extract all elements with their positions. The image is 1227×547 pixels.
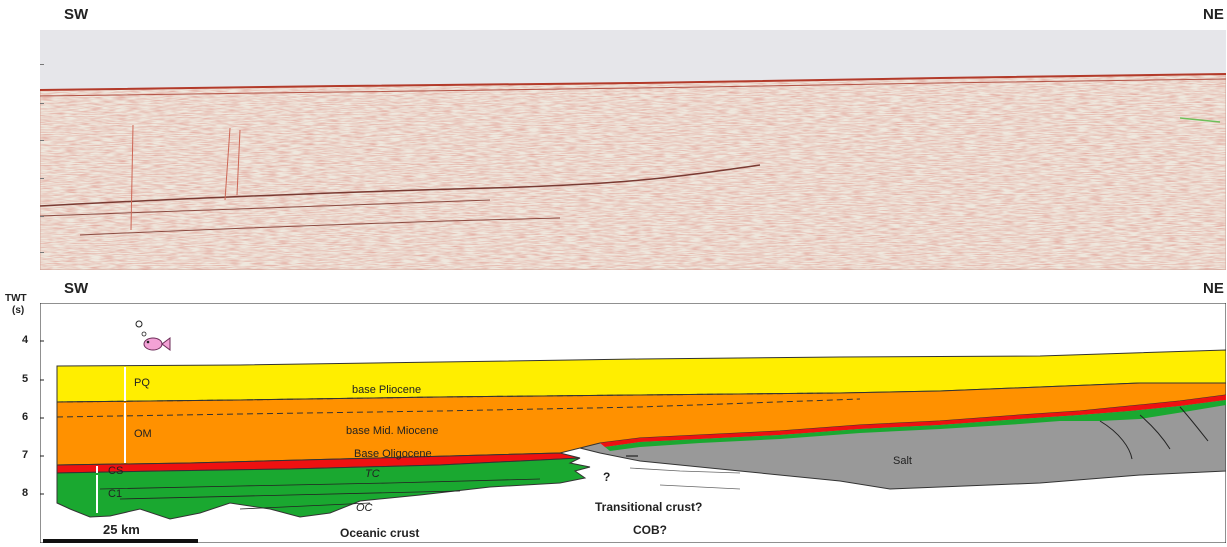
seismic-fault-2: [224, 127, 231, 201]
transitional-green-thin: [605, 400, 1226, 451]
base-pliocene-line: [56, 392, 841, 403]
y-tick-8: 8: [22, 487, 29, 499]
y-tick-7: 7: [22, 449, 29, 461]
y-axis-ticks: [40, 340, 44, 495]
seismic-fault-3: [236, 129, 241, 196]
seismic-reflector-b: [40, 164, 761, 207]
transitional-line-1: [629, 467, 741, 474]
salt-fault-3: [1179, 406, 1209, 442]
cs-label: CS: [108, 465, 124, 477]
om-label: OM: [134, 428, 152, 440]
y-tick-4: 4: [22, 334, 29, 346]
base-oligocene-label: Base Oligocene: [354, 448, 432, 460]
bottom-ne-label: NE: [1203, 280, 1224, 297]
bottom-sw-label: SW: [64, 280, 89, 297]
seismic-texture: [40, 74, 1226, 270]
top-sw-label: SW: [64, 6, 89, 23]
transitional-line-2: [659, 484, 741, 490]
y-tick-6: 6: [22, 411, 29, 423]
oceanic-crust-layer: [56, 457, 591, 520]
base-mid-miocene-line: [56, 398, 861, 418]
crust-line-1: [99, 478, 541, 490]
salt-fault-2: [1139, 414, 1171, 450]
base-mid-miocene-label: base Mid. Miocene: [346, 425, 439, 437]
pq-label: PQ: [134, 377, 150, 389]
seismic-section: [40, 30, 1226, 270]
scale-bar: [43, 539, 198, 543]
c1-label: C1: [108, 488, 123, 500]
water-column: [40, 30, 1226, 90]
seafloor-reflector: [40, 73, 1226, 91]
seismic-reflector-green: [1179, 117, 1221, 123]
seismic-fault-1: [130, 124, 134, 231]
transitional-crust-label: Transitional crust?: [595, 500, 703, 514]
fish-icon: [143, 337, 171, 351]
cob-label: COB?: [633, 523, 667, 537]
seismic-axis-ticks: [40, 64, 44, 253]
seismic-reflector-d: [79, 217, 561, 236]
scale-bar-label: 25 km: [103, 522, 140, 537]
salt-label: Salt: [893, 455, 912, 467]
crust-line-2: [119, 490, 461, 500]
syn-rift-red-thin: [600, 395, 1226, 447]
thickness-arrows: [96, 367, 126, 513]
tc-label: TC: [365, 468, 380, 480]
top-ne-label: NE: [1203, 6, 1224, 23]
y-tick-5: 5: [22, 373, 29, 385]
oc-label: OC: [356, 502, 373, 514]
base-pliocene-label: base Pliocene: [352, 384, 422, 396]
crust-line-3: [239, 502, 371, 510]
bubble-icon: [135, 320, 143, 328]
question-mark-label: ?: [603, 470, 611, 484]
seismic-reflector-a: [40, 78, 1226, 97]
bubble-icon-2: [141, 331, 147, 337]
seismic-reflector-c: [40, 199, 491, 217]
interpretation-section: [40, 303, 1226, 543]
twt-axis-label: TWT: [5, 293, 27, 304]
salt-fault-1: [1099, 420, 1133, 460]
oceanic-crust-label: Oceanic crust: [340, 526, 420, 540]
twt-axis-unit: (s): [12, 305, 25, 316]
